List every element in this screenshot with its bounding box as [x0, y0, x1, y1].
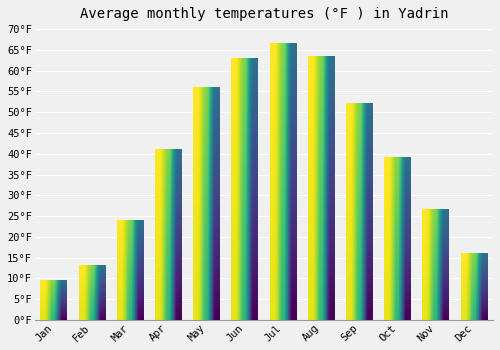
Title: Average monthly temperatures (°F ) in Yadrin: Average monthly temperatures (°F ) in Ya… [80, 7, 448, 21]
